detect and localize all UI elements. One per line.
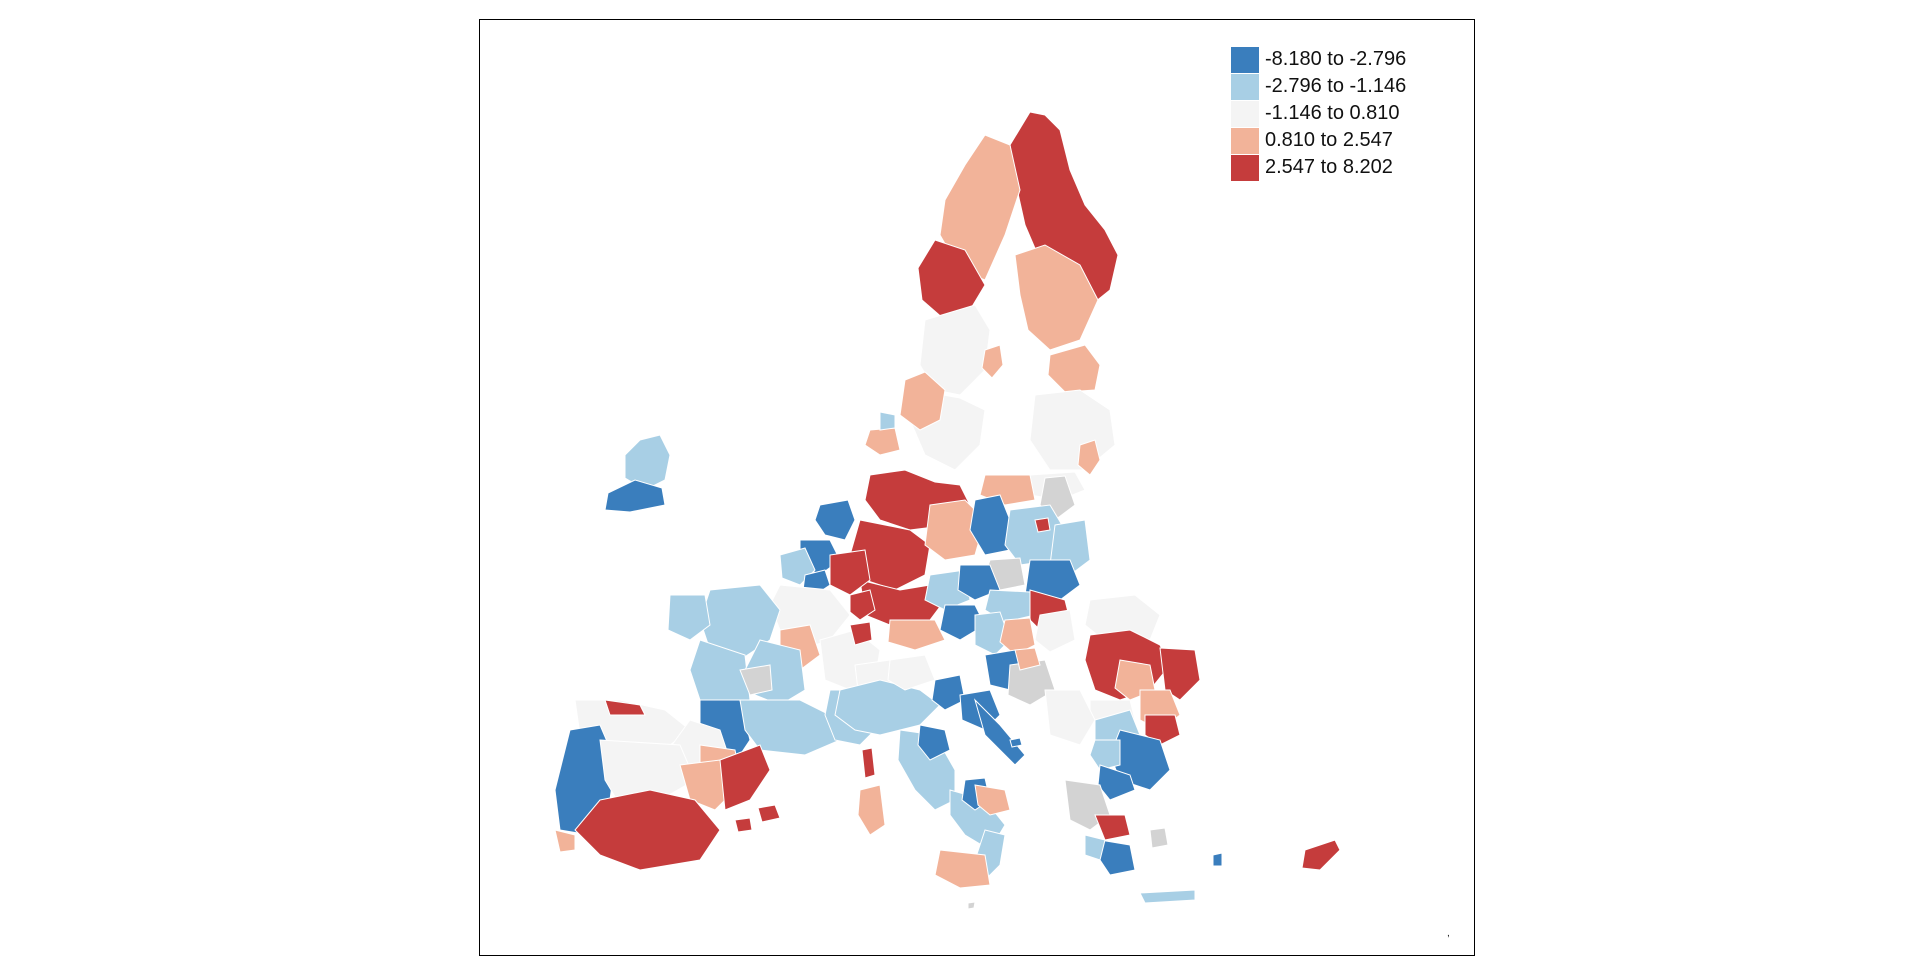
region-crete [1139,889,1196,904]
region-france-grey [739,664,773,696]
legend-item: -8.180 to -2.796 [1231,46,1406,73]
region-germany-south [859,579,946,626]
region-sweden-southeast [899,371,946,431]
region-italy-north-blue [931,674,966,711]
region-hungary-east [1034,609,1076,653]
region-spain-southeast [719,744,771,811]
region-balearic-2 [734,817,753,833]
legend-swatch [1231,127,1259,154]
legend-label: -2.796 to -1.146 [1265,75,1407,97]
region-poland-southeast [1024,559,1081,601]
region-poland-small-red [1034,517,1051,533]
region-france-east-red [849,621,873,646]
legend-label: 2.547 to 8.202 [1265,156,1393,178]
legend-label: -8.180 to -2.796 [1265,48,1407,70]
region-italy-central-blue [917,724,951,761]
region-finland-east [1077,439,1101,476]
region-greece-peloponnese [1084,834,1106,861]
region-spain-north-red [604,699,646,716]
region-ireland-south [604,479,666,513]
region-greece-north [1089,739,1121,771]
region-greece-islands [1149,827,1169,849]
region-germany-east [924,499,986,561]
region-france-south [739,699,841,756]
region-sweden-mid-small [981,344,1004,379]
legend-item: 2.547 to 8.202 [1231,154,1406,181]
region-croatia-coast [973,698,1026,766]
legend-swatch [1231,46,1259,73]
region-balearic [757,804,781,823]
region-greece-macedonia [1097,764,1136,801]
map-legend: -8.180 to -2.796 -2.796 to -1.146 -1.146… [1231,46,1406,181]
region-greek-east-island [1212,852,1223,867]
region-spain-southwest-light [554,829,576,853]
scale-mark: , [1447,928,1450,939]
region-greece-central [1094,814,1131,841]
region-croatia-islands [1009,737,1023,748]
region-italy-northeast [887,654,936,691]
region-greece-attica [1099,839,1136,876]
region-layer [554,111,1341,910]
region-belgium [829,549,871,596]
region-sweden-mid [919,304,991,396]
legend-swatch [1231,100,1259,127]
region-ireland-north [624,434,671,491]
region-france-brittany [667,594,711,641]
region-finland-south [1047,344,1101,393]
legend-swatch [1231,73,1259,100]
region-italy-puglia [974,784,1011,816]
region-croatia-light [1014,647,1041,671]
region-netherlands [814,499,856,541]
region-finland-central [1014,244,1099,351]
region-montenegro-area [1044,689,1096,746]
region-sicily [934,849,991,889]
legend-swatch [1231,154,1259,181]
region-sardinia [857,784,886,836]
legend-item: 0.810 to 2.547 [1231,127,1406,154]
legend-item: -1.146 to 0.810 [1231,100,1406,127]
region-austria-east [939,604,986,641]
region-corsica [861,747,876,779]
region-denmark-north [879,411,896,431]
region-cyprus [1301,839,1341,871]
region-luxembourg [849,589,876,621]
region-denmark [864,427,901,456]
legend-label: -1.146 to 0.810 [1265,102,1400,124]
region-hungary-west [974,611,1011,656]
region-finland-southeast [1029,389,1116,471]
region-bulgaria-east-red [1144,714,1181,746]
region-austria-west [887,619,946,651]
legend-label: 0.810 to 2.547 [1265,129,1393,151]
region-romania-east [1159,647,1201,701]
region-malta [967,901,976,910]
region-spain-south [574,789,721,871]
legend-item: -2.796 to -1.146 [1231,73,1406,100]
